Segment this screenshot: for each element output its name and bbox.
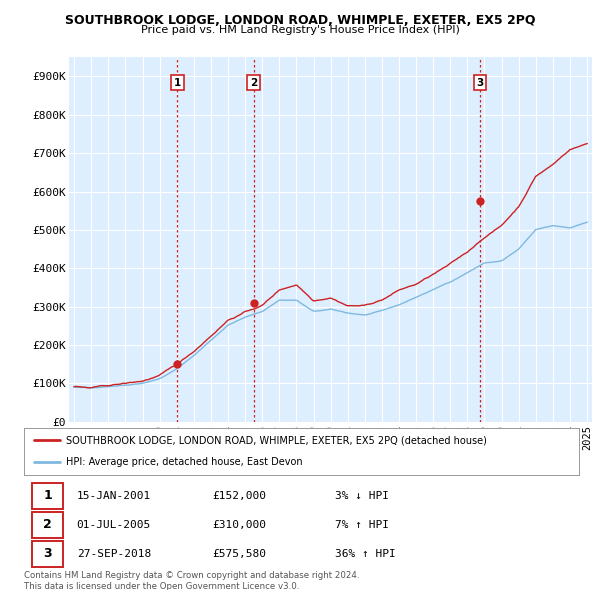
Text: 2: 2 (250, 78, 257, 88)
Text: £575,580: £575,580 (213, 549, 267, 559)
Text: £310,000: £310,000 (213, 520, 267, 530)
Text: 3: 3 (476, 78, 484, 88)
Text: SOUTHBROOK LODGE, LONDON ROAD, WHIMPLE, EXETER, EX5 2PQ (detached house): SOUTHBROOK LODGE, LONDON ROAD, WHIMPLE, … (65, 435, 487, 445)
FancyBboxPatch shape (32, 483, 63, 509)
Text: Price paid vs. HM Land Registry's House Price Index (HPI): Price paid vs. HM Land Registry's House … (140, 25, 460, 35)
Text: SOUTHBROOK LODGE, LONDON ROAD, WHIMPLE, EXETER, EX5 2PQ: SOUTHBROOK LODGE, LONDON ROAD, WHIMPLE, … (65, 14, 535, 27)
Text: 2: 2 (43, 518, 52, 531)
Text: 3% ↓ HPI: 3% ↓ HPI (335, 491, 389, 501)
Text: 7% ↑ HPI: 7% ↑ HPI (335, 520, 389, 530)
Text: 1: 1 (43, 490, 52, 503)
Text: 1: 1 (174, 78, 181, 88)
Text: 36% ↑ HPI: 36% ↑ HPI (335, 549, 395, 559)
Text: HPI: Average price, detached house, East Devon: HPI: Average price, detached house, East… (65, 457, 302, 467)
Text: 01-JUL-2005: 01-JUL-2005 (77, 520, 151, 530)
Text: Contains HM Land Registry data © Crown copyright and database right 2024.
This d: Contains HM Land Registry data © Crown c… (24, 571, 359, 590)
Text: 27-SEP-2018: 27-SEP-2018 (77, 549, 151, 559)
Text: 15-JAN-2001: 15-JAN-2001 (77, 491, 151, 501)
FancyBboxPatch shape (32, 540, 63, 567)
Text: 3: 3 (43, 547, 52, 560)
FancyBboxPatch shape (32, 512, 63, 538)
Text: £152,000: £152,000 (213, 491, 267, 501)
